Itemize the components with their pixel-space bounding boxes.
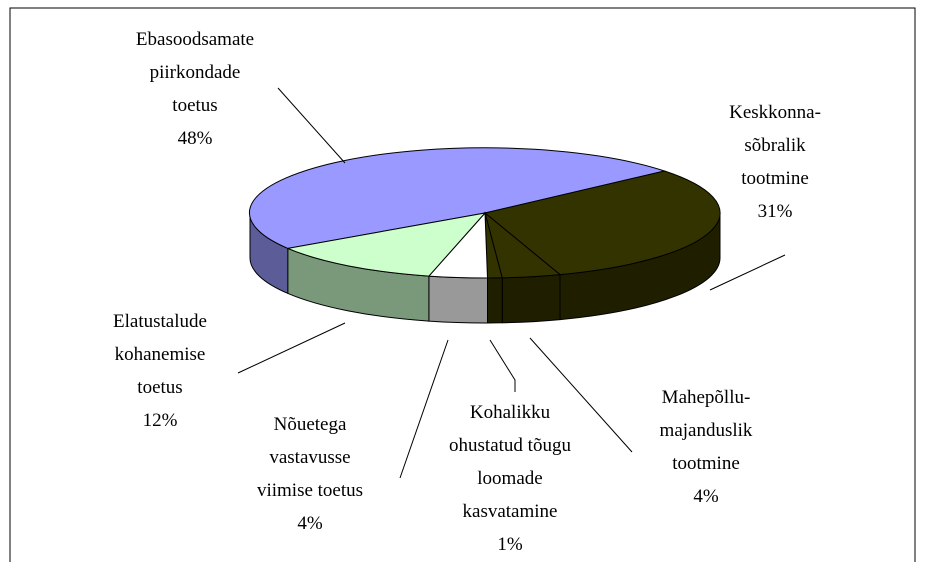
slice-label: Nõuetega vastavusse viimise toetus 4% bbox=[257, 414, 363, 534]
value-label: 1% bbox=[497, 534, 523, 555]
labels: Ebasoodsamate piirkondade toetus 48% Keskkon… bbox=[113, 29, 821, 555]
value-label: 48% bbox=[178, 128, 213, 149]
leader-line bbox=[529, 337, 633, 453]
leader-line bbox=[489, 339, 516, 392]
slice-label: Kohalikku ohustatud tõugu loomade kasvatami… bbox=[449, 402, 571, 555]
pie bbox=[248, 147, 721, 324]
label-line: ohustatud tõugu bbox=[449, 435, 571, 456]
label-line: Mahepõllu- bbox=[662, 387, 751, 408]
label-line: tootmine bbox=[672, 453, 740, 474]
value-label: 4% bbox=[297, 513, 323, 534]
label-line: tootmine bbox=[741, 168, 809, 189]
leader-line bbox=[237, 322, 346, 374]
label-line: Keskkonna- bbox=[729, 102, 821, 123]
slice bbox=[483, 170, 721, 276]
leader-line bbox=[709, 254, 786, 291]
slice-side bbox=[428, 275, 488, 324]
label-line: loomade bbox=[477, 468, 542, 489]
label-line: toetus bbox=[172, 95, 217, 116]
label-line: majanduslik bbox=[660, 420, 753, 441]
slice-label: Keskkonna-sõbralik tootmine 31% bbox=[729, 102, 821, 222]
label-line: piirkondade bbox=[150, 62, 241, 83]
label-line: toetus bbox=[137, 377, 182, 398]
slice-side bbox=[501, 274, 561, 324]
slice-side bbox=[487, 277, 503, 324]
label-line: Kohalikku bbox=[470, 402, 551, 423]
label-line: Nõuetega bbox=[274, 414, 347, 435]
frame bbox=[9, 7, 916, 562]
slice-label: Mahepõllu-majanduslik tootmine 4% bbox=[660, 387, 753, 507]
value-label: 12% bbox=[143, 410, 178, 431]
label-line: viimise toetus bbox=[257, 480, 363, 501]
label-line: Elatustalude bbox=[113, 311, 207, 332]
leader-line bbox=[399, 339, 449, 479]
value-label: 31% bbox=[758, 201, 793, 222]
leader-line bbox=[277, 87, 346, 164]
label-line: vastavusse bbox=[269, 447, 350, 468]
label-line: kasvatamine bbox=[463, 501, 558, 522]
slice-label: Elatustalude kohanemise toetus 12% bbox=[113, 311, 207, 431]
slice bbox=[248, 147, 667, 249]
label-line: kohanemise bbox=[115, 344, 206, 365]
slice-label: Ebasoodsamate piirkondade toetus 48% bbox=[136, 29, 254, 149]
label-line: Ebasoodsamate bbox=[136, 29, 254, 50]
value-label: 4% bbox=[693, 486, 719, 507]
slice bbox=[286, 212, 487, 277]
label-line: sõbralik bbox=[744, 135, 806, 156]
